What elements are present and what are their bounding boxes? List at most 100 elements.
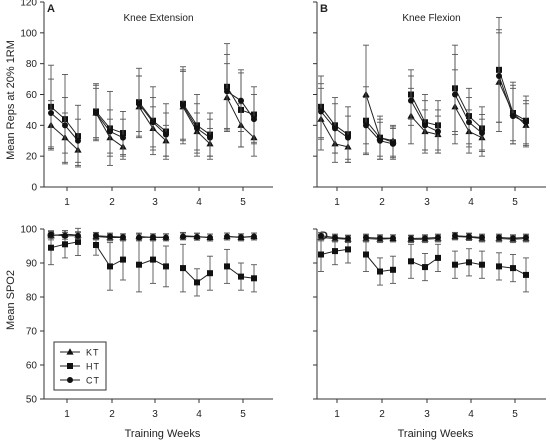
panel-c-x-tick-label: 2 bbox=[109, 409, 115, 420]
panel-d-series-ht-point bbox=[435, 254, 441, 261]
legend-label-kt: KT bbox=[86, 348, 100, 358]
panel-a-series-ct-point bbox=[238, 97, 244, 104]
panel-c-x-tick-label: 3 bbox=[152, 409, 158, 420]
panel-c-y-tick-label: 60 bbox=[26, 361, 38, 372]
panel-d-series-ct-point bbox=[345, 235, 351, 242]
panel-b-series-ct-point bbox=[452, 91, 458, 98]
panel-a-y-tick-label: 20 bbox=[26, 152, 38, 163]
legend-marker-kt bbox=[66, 348, 74, 355]
panel-a-series-ct-point bbox=[251, 116, 257, 123]
panel-a-series-ct-point bbox=[120, 134, 126, 141]
panel-b-series-ct-point bbox=[435, 128, 441, 135]
panel-a-series-ct-point bbox=[62, 122, 68, 129]
panel-a-y-tick-label: 60 bbox=[26, 90, 38, 101]
panel-b-x-tick-label: 1 bbox=[334, 197, 340, 208]
panel-a-series-ct-point bbox=[207, 134, 213, 141]
panel-d-series-ct-point bbox=[452, 232, 458, 239]
panel-d-series-ht-point bbox=[377, 268, 383, 275]
panel-d-series-ct-point bbox=[377, 235, 383, 242]
panel-c-series-ct-point bbox=[207, 234, 213, 241]
panel-b-series-ct-point bbox=[510, 113, 516, 120]
panel-c-series-ct-point bbox=[62, 232, 68, 239]
panel-a-x-tick-label: 2 bbox=[109, 197, 115, 208]
panel-c-series-ht-point bbox=[207, 270, 213, 277]
panel-c-y-tick-label: 90 bbox=[26, 259, 38, 270]
panel-a-x-tick-label: 5 bbox=[240, 197, 246, 208]
panel-a-y-tick-label: 100 bbox=[20, 28, 37, 39]
panel-c-x-tick-label: 1 bbox=[64, 409, 70, 420]
panel-d-series-ct-point bbox=[479, 234, 485, 241]
legend-marker-ht bbox=[67, 363, 73, 369]
panel-c-series-ct-point bbox=[93, 232, 99, 239]
panel-d-series-ht-point bbox=[496, 263, 502, 270]
panel-c-series-ht-line bbox=[95, 244, 124, 268]
panel-c-series-ht-point bbox=[180, 265, 186, 272]
panel-d-x-tick-label: 5 bbox=[512, 409, 518, 420]
panel-a-series-ct-point bbox=[48, 110, 54, 116]
panel-d-series-ht-point bbox=[345, 246, 351, 253]
panel-b-series-ct-point bbox=[523, 119, 529, 126]
panel-d-series-ht-point bbox=[452, 261, 458, 268]
panel-d-x-axis-label: Training Weeks bbox=[398, 428, 474, 440]
panel-d-series-ht-point bbox=[510, 265, 516, 272]
panel-c-series-ht-point bbox=[224, 263, 230, 270]
panel-b-x-tick-label: 3 bbox=[424, 197, 430, 208]
panel-b-series-ct-point bbox=[496, 73, 502, 79]
panel-c-y-tick-label: 50 bbox=[26, 395, 38, 406]
panel-a-series-ct-point bbox=[194, 125, 200, 132]
panel-c-series-ct-point bbox=[136, 234, 142, 241]
panel-d-x-tick-label: 3 bbox=[424, 409, 430, 420]
panel-a-series-ct-point bbox=[107, 128, 113, 135]
panel-c-series-ht-point bbox=[120, 256, 126, 263]
panel-d-series-ht-point bbox=[408, 258, 414, 265]
panel-c-x-axis-label: Training Weeks bbox=[125, 428, 201, 440]
panel-a-x-tick-label: 3 bbox=[152, 197, 158, 208]
panel-b-series-ct-point bbox=[332, 125, 338, 132]
panel-d-series-ct-point bbox=[332, 234, 338, 241]
panel-d-series-ht-point bbox=[332, 248, 338, 255]
panel-b-series-ct-point bbox=[377, 137, 383, 144]
panel-c-series-ht-point bbox=[93, 241, 99, 248]
panel-a-series-ct-point bbox=[224, 88, 230, 95]
panel-b-x-tick-label: 2 bbox=[379, 197, 385, 208]
panel-a-y-tick-label: 120 bbox=[20, 0, 37, 9]
panel-d-series-ht-point bbox=[523, 271, 529, 278]
panel-b-letter: B bbox=[320, 3, 328, 15]
panel-c-series-ht-point bbox=[107, 263, 113, 270]
panel-d-series-ct-point bbox=[466, 233, 472, 240]
panel-c-series-ht-point bbox=[238, 273, 244, 280]
panel-a-x-tick-label: 4 bbox=[196, 197, 202, 208]
panel-d-x-tick-label: 2 bbox=[379, 409, 385, 420]
panel-a-y-tick-label: 80 bbox=[26, 59, 38, 70]
panel-d-series-ct-point bbox=[390, 235, 396, 242]
panel-d-series-ht-point bbox=[363, 251, 369, 258]
panel-d-series-ct-point bbox=[318, 232, 324, 239]
panel-b-series-ct-point bbox=[408, 97, 414, 104]
panel-c-series-ct-point bbox=[224, 233, 230, 240]
panel-c-series-ht-point bbox=[150, 256, 156, 263]
panel-a-title: Knee Extension bbox=[123, 13, 193, 24]
panel-c-series-ct-point bbox=[251, 233, 257, 240]
panel-a-series-ct-point bbox=[75, 137, 81, 144]
panel-d-x-tick-label: 1 bbox=[334, 409, 340, 420]
panel-b-series-ct-point bbox=[318, 108, 324, 115]
panel-c-series-ct-point bbox=[107, 233, 113, 240]
panel-b-x-tick-label: 5 bbox=[512, 197, 518, 208]
panel-b-series-ct-point bbox=[422, 122, 428, 129]
panel-d-series-ct-point bbox=[422, 235, 428, 242]
panel-d-series-ct-point bbox=[496, 234, 502, 241]
panel-a-x-tick-label: 1 bbox=[64, 197, 70, 208]
panel-b-x-tick-label: 4 bbox=[468, 197, 474, 208]
panel-c-series-ct-point bbox=[194, 233, 200, 240]
panel-d-series-ht-point bbox=[479, 261, 485, 268]
panel-c-x-tick-label: 5 bbox=[240, 409, 246, 420]
panel-b-series-ct-point bbox=[390, 140, 396, 147]
panel-c-series-ct-point bbox=[180, 233, 186, 240]
panel-d-series-ct-point bbox=[408, 235, 414, 242]
panel-c-y-tick-label: 80 bbox=[26, 293, 38, 304]
panel-a-y-tick-label: 40 bbox=[26, 121, 38, 132]
panel-c-x-tick-label: 4 bbox=[196, 409, 202, 420]
panel-c-series-ht-point bbox=[163, 263, 169, 270]
panel-c-series-ct-point bbox=[120, 234, 126, 241]
panel-b-title: Knee Flexion bbox=[402, 13, 460, 24]
